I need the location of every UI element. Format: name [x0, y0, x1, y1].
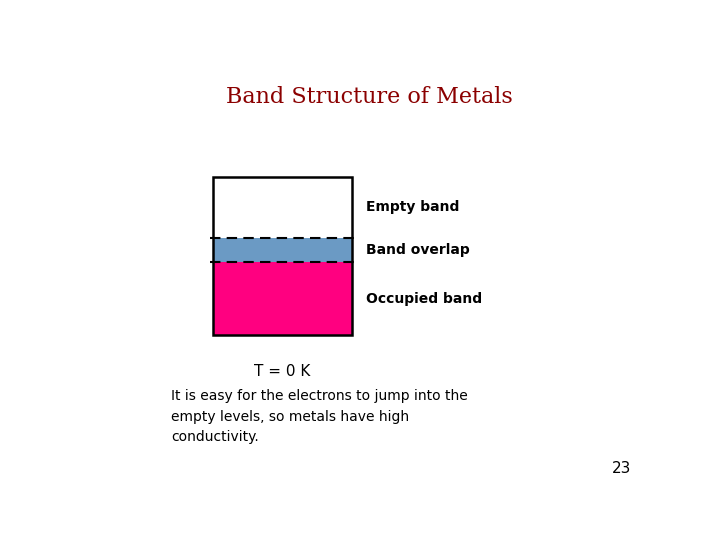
Text: Band overlap: Band overlap	[366, 243, 470, 256]
Bar	[213, 238, 352, 262]
Text: Band Structure of Metals: Band Structure of Metals	[225, 85, 513, 107]
Text: Occupied band: Occupied band	[366, 292, 482, 306]
Text: Empty band: Empty band	[366, 200, 459, 214]
Bar	[213, 177, 352, 238]
Text: T = 0 K: T = 0 K	[254, 364, 311, 379]
Bar	[213, 177, 352, 335]
Bar	[213, 249, 352, 335]
Text: It is easy for the electrons to jump into the
empty levels, so metals have high
: It is easy for the electrons to jump int…	[171, 389, 468, 444]
Text: 23: 23	[612, 462, 631, 476]
